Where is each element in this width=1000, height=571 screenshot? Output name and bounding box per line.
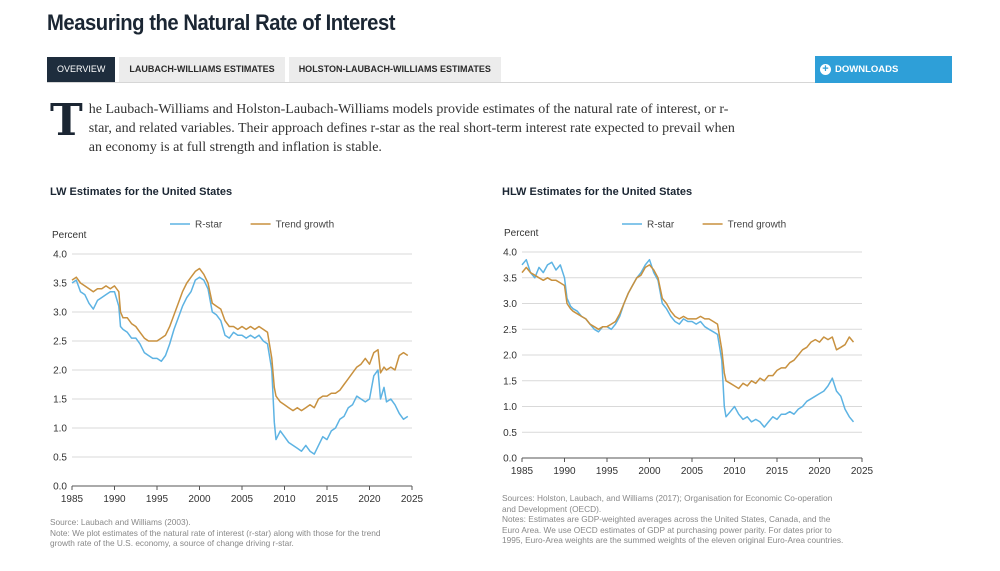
tab-holston-laubach-williams-estimates[interactable]: HOLSTON-LAUBACH-WILLIAMS ESTIMATES: [288, 57, 501, 82]
x-tick-label: 1995: [596, 466, 619, 477]
tab-divider: [47, 82, 952, 83]
tab-laubach-williams-estimates[interactable]: LAUBACH-WILLIAMS ESTIMATES: [119, 57, 285, 82]
note-line: and Development (OECD).: [502, 503, 602, 514]
x-tick-label: 2000: [188, 494, 211, 505]
y-tick-label: 3.5: [53, 279, 67, 290]
y-tick-label: 2.0: [53, 366, 67, 377]
x-tick-label: 2010: [273, 494, 296, 505]
rstar-series-line: [71, 276, 409, 455]
x-tick-label: 2025: [851, 466, 874, 477]
intro-text: he Laubach-Williams and Holston-Laubach-…: [88, 102, 735, 155]
x-tick-label: 1990: [553, 466, 576, 477]
legend-label: Trend growth: [728, 220, 787, 231]
note-line: Source: Laubach and Williams (2003).: [50, 517, 191, 527]
hlw-chart: HLW Estimates for the United States Perc…: [502, 186, 902, 486]
y-axis-label: Percent: [504, 228, 539, 239]
drop-cap: T: [50, 95, 83, 146]
x-tick-label: 2025: [401, 494, 424, 505]
note-line: Sources: Holston, Laubach, and Williams …: [502, 493, 833, 503]
y-tick-label: 0.0: [53, 482, 67, 493]
x-tick-label: 2020: [358, 494, 381, 505]
y-tick-label: 2.0: [503, 351, 517, 362]
x-tick-label: 2005: [681, 466, 704, 477]
hlw-chart-svg: Percent 0.0 0.5 1.0 1.5 2.0 2.5 3.0 3.5 4.0 1985 19…: [503, 220, 874, 478]
trend-growth-series-line: [71, 267, 409, 412]
y-tick-label: 1.0: [53, 424, 67, 435]
x-tick-label: 1990: [103, 494, 126, 505]
y-axis-label: Percent: [52, 230, 87, 241]
x-tick-label: 1985: [61, 494, 84, 505]
y-tick-label: 0.5: [503, 428, 517, 439]
lw-chart: LW Estimates for the United States Perce…: [50, 186, 450, 516]
note-line: Euro Area. We use OECD estimates of GDP …: [502, 524, 832, 535]
note-line: growth rate of the U.S. economy, a sourc…: [50, 538, 294, 548]
lw-chart-svg: Percent 0.0 0.5 1.0 1.5 2.0 2.5 3.0 3.5 4.0 1985 19…: [52, 220, 424, 506]
x-tick-label: 2005: [231, 494, 254, 505]
y-tick-label: 3.5: [503, 273, 517, 284]
legend-label: R-star: [647, 220, 675, 231]
x-tick-label: 2015: [766, 466, 789, 477]
downloads-label: DOWNLOADS: [835, 64, 899, 75]
intro-paragraph: T he Laubach-Williams and Holston-Laubac…: [50, 95, 750, 157]
x-tick-label: 2000: [638, 466, 661, 477]
note-line: Note: We plot estimates of the natural r…: [50, 527, 381, 538]
note-line: Notes: Estimates are GDP-weighted averag…: [502, 514, 831, 524]
note-line: 1995, Euro-Area weights are the summed w…: [502, 535, 844, 545]
page-title: Measuring the Natural Rate of Interest: [47, 10, 396, 35]
y-tick-label: 4.0: [53, 250, 67, 261]
hlw-source-note: Sources: Holston, Laubach, and Williams …: [502, 493, 942, 546]
rstar-series-line: [521, 258, 855, 428]
chart-title: HLW Estimates for the United States: [502, 186, 693, 198]
downloads-button[interactable]: + DOWNLOADS: [815, 56, 952, 83]
trend-growth-series-line: [521, 264, 855, 390]
tab-overview[interactable]: OVERVIEW: [47, 57, 116, 82]
legend-label: Trend growth: [276, 220, 335, 231]
chart-title: LW Estimates for the United States: [50, 186, 233, 198]
y-tick-label: 3.0: [53, 308, 67, 319]
y-tick-label: 1.5: [53, 395, 67, 406]
y-tick-label: 2.5: [503, 325, 517, 336]
y-tick-label: 1.0: [503, 402, 517, 413]
x-tick-label: 2020: [808, 466, 831, 477]
x-tick-label: 1995: [146, 494, 169, 505]
y-tick-label: 0.0: [503, 454, 517, 465]
legend-label: R-star: [195, 220, 223, 231]
tab-bar: OVERVIEW LAUBACH-WILLIAMS ESTIMATES HOLS…: [47, 57, 505, 82]
y-tick-label: 4.0: [503, 248, 517, 259]
x-tick-label: 1985: [511, 466, 534, 477]
plus-circle-icon: +: [820, 64, 831, 75]
lw-source-note: Source: Laubach and Williams (2003). Not…: [50, 517, 470, 549]
x-tick-label: 2015: [316, 494, 339, 505]
y-tick-label: 0.5: [53, 453, 67, 464]
y-tick-label: 1.5: [503, 376, 517, 387]
x-tick-label: 2010: [723, 466, 746, 477]
y-tick-label: 3.0: [503, 299, 517, 310]
y-tick-label: 2.5: [53, 337, 67, 348]
